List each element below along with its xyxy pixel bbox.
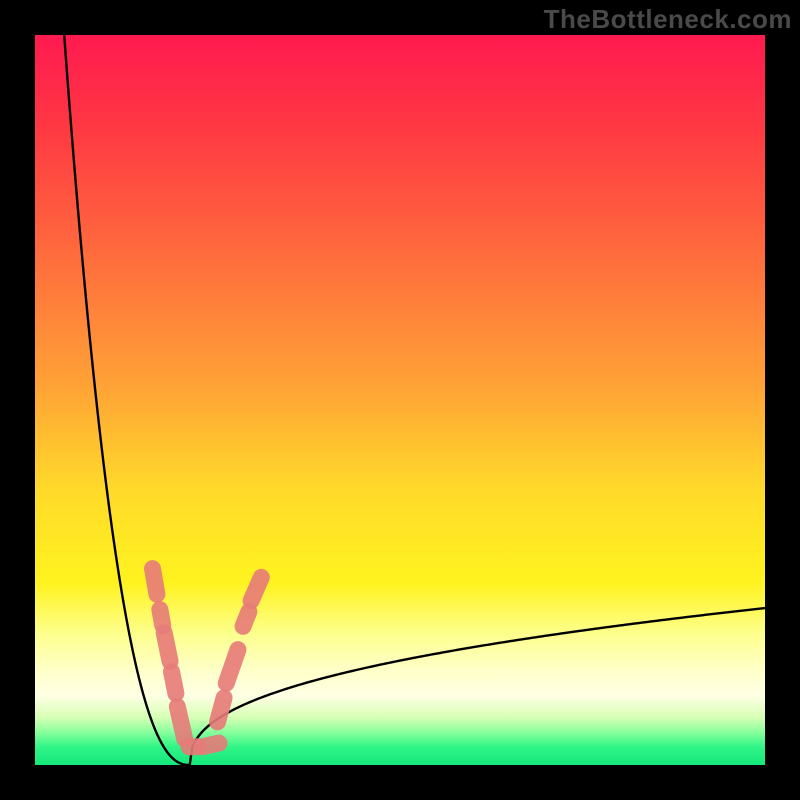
marker-segment (160, 610, 163, 626)
marker-segment (202, 743, 219, 747)
marker-segment (251, 577, 261, 600)
marker-segment (164, 633, 170, 661)
marker-segment (172, 672, 176, 694)
marker-segment (153, 569, 157, 595)
marker-segment (226, 650, 238, 684)
plot-gradient-background (35, 35, 765, 765)
watermark-label: TheBottleneck.com (544, 4, 792, 35)
marker-segment (243, 612, 249, 627)
marker-segment (218, 698, 225, 722)
marker-segment (177, 707, 184, 739)
bottleneck-curve-figure (0, 0, 800, 800)
